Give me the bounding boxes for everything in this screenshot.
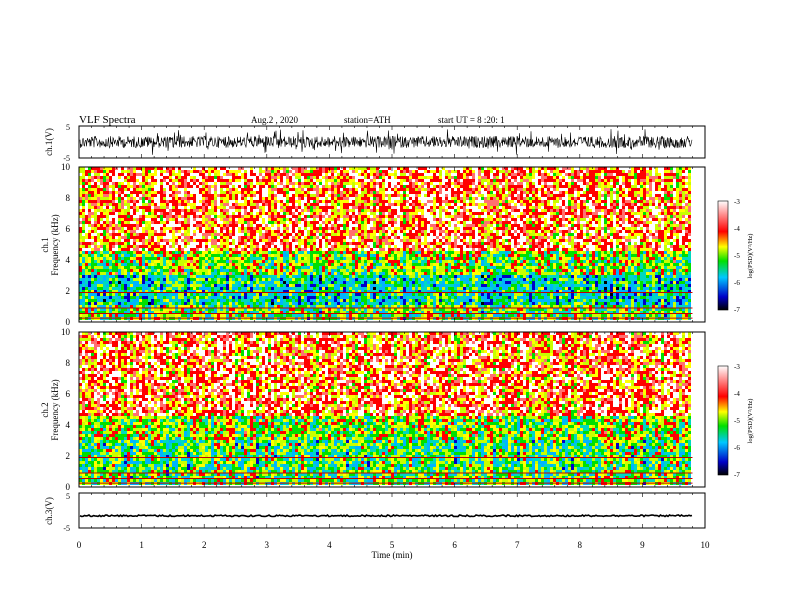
cb2-label: log(PSD)(V²/Hz) xyxy=(747,399,754,444)
colorbar-ch1-gradient xyxy=(717,200,729,311)
ch1-spec-ytick-10: 10 xyxy=(61,162,71,172)
xtick-label-6: 6 xyxy=(452,540,457,550)
xtick-label-8: 8 xyxy=(578,540,583,550)
ch1-spec-ytick-8: 8 xyxy=(66,193,71,203)
ch1-spec-ylabel-frequency: Frequency (kHz) xyxy=(50,214,60,275)
x-axis-label: Time (min) xyxy=(372,550,413,560)
cb2-tick-neg5: -5 xyxy=(734,417,740,425)
ch2-spec-ytick-8: 8 xyxy=(66,358,71,368)
ch3-wave-ylabel: ch.3(V) xyxy=(44,497,54,525)
xtick-label-4: 4 xyxy=(327,540,332,550)
ch2-spec-ytick-0: 0 xyxy=(66,482,71,492)
ch1-wave-ylabel: ch.1(V) xyxy=(44,128,54,156)
ch1-spec-ylabel-channel: ch.1 xyxy=(40,237,50,252)
colorbar-ch2-gradient xyxy=(717,365,729,476)
ch2-spec-ytick-10: 10 xyxy=(61,327,71,337)
cb1-tick-neg5: -5 xyxy=(734,252,740,260)
x-axis-tick-labels: 0 1 2 3 4 5 6 7 8 9 10 xyxy=(77,540,710,550)
ch1-waveform-panel: 5 -5 ch.1(V) xyxy=(44,123,706,163)
colorbar-ch2: -3 -4 -5 -6 -7 log(PSD)(V²/Hz) xyxy=(717,363,754,479)
cb1-tick-neg7: -7 xyxy=(734,306,740,314)
ch1-spec-ytick-6: 6 xyxy=(66,224,71,234)
cb1-tick-neg6: -6 xyxy=(734,279,740,287)
xtick-label-5: 5 xyxy=(390,540,395,550)
xtick-label-7: 7 xyxy=(515,540,520,550)
cb2-tick-neg3: -3 xyxy=(734,363,740,371)
ch2-spec-ytick-4: 4 xyxy=(66,420,71,430)
xtick-label-0: 0 xyxy=(77,540,82,550)
ch3-wave-ytick-5: 5 xyxy=(66,492,70,501)
ch2-spec-yticks: 0 2 4 6 8 10 xyxy=(61,327,71,492)
station-label: station=ATH xyxy=(344,115,391,125)
ch1-spectrogram-heatmap xyxy=(79,167,693,320)
date-label: Aug.2 , 2020 xyxy=(251,115,298,125)
ch2-spec-ytick-6: 6 xyxy=(66,389,71,399)
ch1-spec-ytick-2: 2 xyxy=(66,286,71,296)
ch1-wave-ytick-neg5: -5 xyxy=(63,154,70,163)
xtick-label-2: 2 xyxy=(202,540,207,550)
cb1-tick-neg3: -3 xyxy=(734,198,740,206)
ch2-spec-ytick-2: 2 xyxy=(66,451,71,461)
ch2-spectrogram-heatmap xyxy=(79,332,693,485)
ch2-spec-ylabel-channel: ch.2 xyxy=(40,402,50,417)
ch1-spec-ytick-4: 4 xyxy=(66,255,71,265)
ch2-spec-ylabel-frequency: Frequency (kHz) xyxy=(50,379,60,440)
x-axis-ticks xyxy=(78,126,706,528)
ch2-spectrogram-panel: 0 2 4 6 8 10 ch.2 Frequency (kHz) xyxy=(40,327,706,492)
cb1-label: log(PSD)(V²/Hz) xyxy=(747,234,754,279)
ch3-wave-ytick-neg5: -5 xyxy=(63,524,70,533)
ch1-wave-ytick-5: 5 xyxy=(66,123,70,132)
xtick-label-10: 10 xyxy=(701,540,711,550)
start-time-label: start UT = 8 :20: 1 xyxy=(438,115,505,125)
ch1-spectrogram-panel: 0 2 4 6 8 10 ch.1 Frequency (kHz) xyxy=(40,162,706,327)
cb2-tick-neg4: -4 xyxy=(734,390,740,398)
ch3-waveform-line xyxy=(79,513,693,518)
figure-title: VLF Spectra xyxy=(79,114,136,126)
xtick-label-3: 3 xyxy=(265,540,270,550)
xtick-label-1: 1 xyxy=(139,540,144,550)
xtick-label-9: 9 xyxy=(640,540,645,550)
ch1-spec-yticks: 0 2 4 6 8 10 xyxy=(61,162,71,327)
cb1-tick-neg4: -4 xyxy=(734,225,740,233)
cb2-tick-neg6: -6 xyxy=(734,444,740,452)
ch1-spec-ytick-0: 0 xyxy=(66,317,71,327)
colorbar-ch1: -3 -4 -5 -6 -7 log(PSD)(V²/Hz) xyxy=(717,198,754,314)
ch1-waveform-line xyxy=(79,129,693,155)
ch3-waveform-panel: 5 -5 ch.3(V) xyxy=(44,492,706,533)
cb2-tick-neg7: -7 xyxy=(734,471,740,479)
